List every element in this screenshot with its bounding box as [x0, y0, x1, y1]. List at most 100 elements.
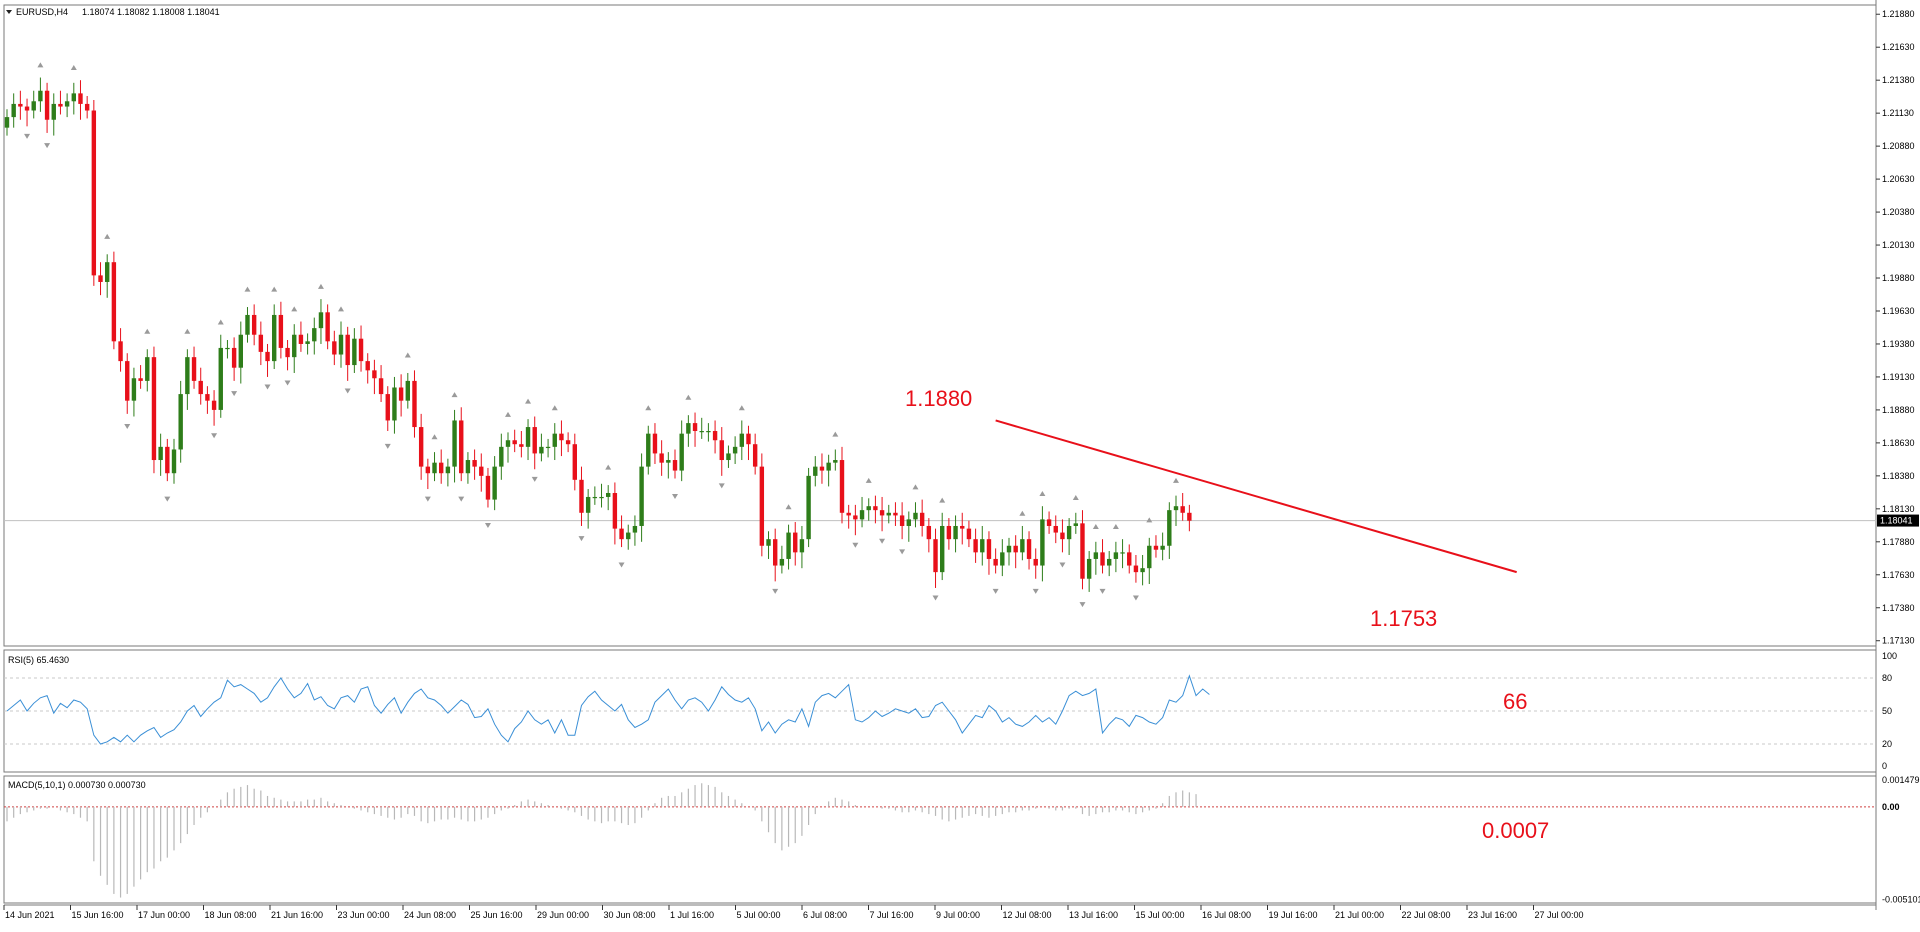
candle-body[interactable]	[418, 427, 424, 467]
candle-body[interactable]	[646, 433, 651, 467]
candle-body[interactable]	[292, 334, 297, 358]
candle-body[interactable]	[793, 532, 798, 553]
candle-body[interactable]	[873, 506, 878, 511]
candle-body[interactable]	[773, 539, 778, 566]
candle-body[interactable]	[686, 423, 691, 434]
candle-body[interactable]	[1006, 545, 1012, 553]
candle-body[interactable]	[91, 110, 97, 276]
candle-body[interactable]	[1187, 512, 1192, 521]
candle-body[interactable]	[78, 93, 83, 104]
candle-body[interactable]	[692, 423, 698, 432]
candle-body[interactable]	[1167, 510, 1172, 546]
candle-body[interactable]	[919, 512, 925, 526]
candle-body[interactable]	[813, 466, 818, 476]
candle-body[interactable]	[833, 460, 838, 463]
candle-body[interactable]	[512, 440, 517, 445]
candle-body[interactable]	[405, 380, 410, 401]
candle-body[interactable]	[839, 460, 845, 513]
candle-body[interactable]	[278, 314, 284, 348]
candle-body[interactable]	[18, 103, 23, 107]
candle-body[interactable]	[712, 431, 718, 441]
candle-body[interactable]	[372, 370, 377, 379]
candle-body[interactable]	[786, 532, 791, 559]
candle-body[interactable]	[626, 532, 631, 540]
candle-body[interactable]	[211, 400, 217, 410]
candle-body[interactable]	[960, 525, 965, 529]
candle-body[interactable]	[706, 431, 711, 433]
candle-body[interactable]	[365, 361, 370, 371]
candle-body[interactable]	[272, 314, 277, 362]
candle-body[interactable]	[1060, 532, 1065, 540]
candle-body[interactable]	[1093, 552, 1099, 559]
candle-body[interactable]	[111, 262, 117, 342]
candle-body[interactable]	[1140, 568, 1145, 573]
candle-body[interactable]	[525, 427, 531, 447]
candle-body[interactable]	[652, 433, 658, 454]
candle-body[interactable]	[866, 506, 871, 511]
candle-body[interactable]	[358, 338, 364, 362]
candle-body[interactable]	[345, 334, 350, 366]
candle-body[interactable]	[105, 262, 110, 282]
candle-body[interactable]	[125, 361, 130, 401]
candle-body[interactable]	[251, 314, 257, 335]
candle-body[interactable]	[285, 347, 290, 358]
candle-body[interactable]	[499, 446, 504, 467]
symbol-dropdown-icon[interactable]	[6, 10, 12, 14]
candle-body[interactable]	[265, 351, 270, 362]
candle-body[interactable]	[1020, 539, 1025, 553]
candle-body[interactable]	[1053, 525, 1058, 533]
candle-body[interactable]	[886, 512, 891, 516]
candle-body[interactable]	[893, 512, 898, 516]
candle-body[interactable]	[178, 394, 183, 450]
candle-body[interactable]	[719, 440, 724, 461]
candle-body[interactable]	[859, 510, 865, 520]
candle-body[interactable]	[398, 387, 404, 401]
candle-body[interactable]	[913, 512, 918, 520]
candle-body[interactable]	[766, 539, 771, 546]
candle-body[interactable]	[131, 378, 137, 401]
candle-body[interactable]	[806, 475, 811, 540]
trendline[interactable]	[995, 419, 1517, 574]
candle-body[interactable]	[679, 433, 684, 471]
candle-body[interactable]	[205, 394, 210, 401]
macd-pane[interactable]	[3, 775, 1877, 904]
candle-body[interactable]	[585, 496, 591, 513]
candle-body[interactable]	[940, 525, 945, 573]
candle-body[interactable]	[231, 347, 237, 368]
candle-body[interactable]	[185, 357, 190, 395]
candle-body[interactable]	[659, 453, 664, 463]
candle-body[interactable]	[425, 466, 431, 474]
candle-body[interactable]	[338, 334, 344, 355]
candle-body[interactable]	[158, 446, 163, 461]
candle-body[interactable]	[980, 539, 985, 553]
candle-body[interactable]	[238, 334, 243, 368]
candle-body[interactable]	[612, 493, 618, 529]
candle-body[interactable]	[38, 90, 43, 102]
candle-body[interactable]	[452, 420, 457, 467]
candle-body[interactable]	[1120, 552, 1125, 554]
candle-body[interactable]	[145, 357, 150, 381]
candle-body[interactable]	[1026, 539, 1032, 559]
candle-body[interactable]	[1133, 565, 1139, 573]
candle-body[interactable]	[198, 380, 203, 395]
candle-body[interactable]	[1160, 545, 1165, 550]
candle-body[interactable]	[138, 378, 143, 381]
candle-body[interactable]	[732, 446, 738, 454]
candle-body[interactable]	[579, 479, 584, 513]
candle-body[interactable]	[879, 510, 885, 516]
candle-body[interactable]	[492, 466, 497, 500]
candle-body[interactable]	[472, 460, 477, 467]
candle-body[interactable]	[986, 539, 992, 559]
candle-body[interactable]	[98, 275, 103, 282]
candle-body[interactable]	[545, 446, 551, 449]
candle-body[interactable]	[519, 444, 524, 447]
candle-body[interactable]	[118, 341, 123, 362]
candle-body[interactable]	[445, 466, 451, 474]
candle-body[interactable]	[606, 493, 611, 497]
candle-body[interactable]	[378, 378, 384, 395]
candle-body[interactable]	[619, 528, 624, 540]
candle-body[interactable]	[632, 525, 638, 533]
candle-body[interactable]	[672, 460, 678, 471]
candle-body[interactable]	[532, 427, 537, 454]
